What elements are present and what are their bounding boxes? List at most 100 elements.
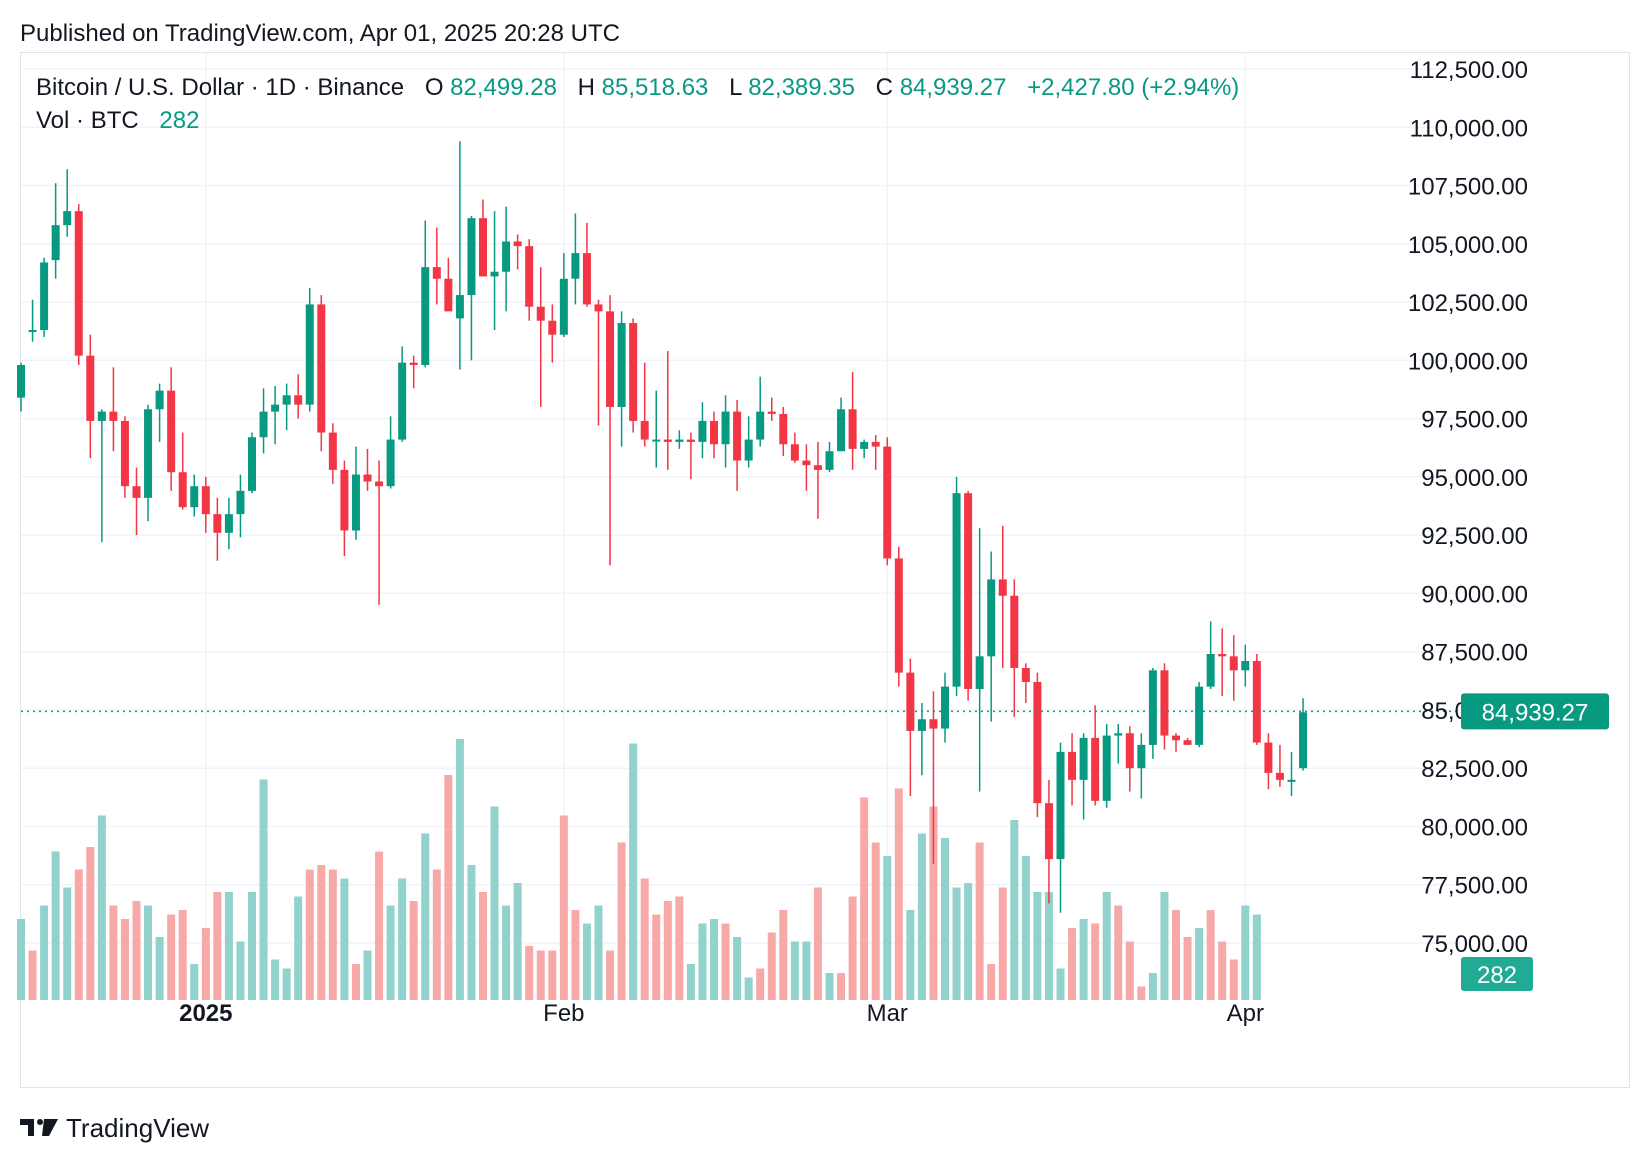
candle[interactable] [305,288,314,412]
candle[interactable] [952,476,961,696]
candle[interactable] [1056,742,1065,913]
candle[interactable] [351,446,360,540]
candle[interactable] [317,295,326,452]
candle[interactable] [929,691,938,864]
candle[interactable] [582,222,591,307]
candle[interactable] [917,702,926,776]
candle[interactable] [860,439,869,459]
candle[interactable] [282,383,291,431]
candle[interactable] [1137,733,1146,799]
candle[interactable] [51,183,60,279]
price-axis[interactable]: 112,500.00 110,000.00 107,500.00 105,000.00… [1408,57,1528,958]
candle[interactable] [1021,663,1030,703]
candle[interactable] [1068,733,1077,806]
candle[interactable] [675,430,684,449]
candle[interactable] [964,490,973,701]
candle[interactable] [1033,672,1042,818]
candle[interactable] [213,497,222,561]
candle[interactable] [663,351,672,470]
candle[interactable] [190,474,199,517]
candle[interactable] [144,404,153,522]
candle[interactable] [1172,733,1180,752]
candle[interactable] [155,383,164,442]
candle[interactable] [825,441,834,473]
candle[interactable] [883,437,892,566]
candle[interactable] [1010,579,1019,717]
candle[interactable] [178,432,187,510]
candle[interactable] [248,432,256,494]
candle[interactable] [455,141,464,370]
candle[interactable] [606,295,615,566]
candle[interactable] [941,672,949,743]
candle[interactable] [40,257,49,338]
candle[interactable] [1102,723,1111,808]
candle[interactable] [871,434,880,470]
candle[interactable] [97,409,106,543]
candle[interactable] [767,397,776,421]
candle[interactable] [375,460,384,606]
candle[interactable] [409,355,418,389]
candle[interactable] [444,257,453,312]
candle[interactable] [1114,723,1123,764]
candle[interactable] [1218,628,1227,696]
candle[interactable] [86,334,95,459]
candle[interactable] [987,551,996,722]
candle[interactable] [559,253,568,338]
candle[interactable] [167,367,176,491]
candle[interactable] [813,441,822,519]
candle[interactable] [617,311,626,447]
candle[interactable] [744,416,753,468]
candle[interactable] [1195,681,1204,748]
candle[interactable] [848,371,857,470]
candle[interactable] [398,346,407,442]
candle[interactable] [756,376,765,447]
candle[interactable] [721,395,730,468]
candle[interactable] [790,432,799,463]
candle[interactable] [259,388,268,454]
candle[interactable] [28,299,37,342]
candle[interactable] [340,460,349,557]
candle[interactable] [536,267,545,407]
candle[interactable] [502,206,511,312]
candle[interactable] [710,411,718,459]
candle[interactable] [421,220,430,368]
candle[interactable] [1125,726,1134,792]
candle[interactable] [432,227,441,305]
candle[interactable] [652,390,661,468]
candle[interactable] [120,416,129,498]
candle[interactable] [1183,737,1192,745]
candle[interactable] [802,444,811,491]
candle[interactable] [686,432,695,480]
candle[interactable] [201,476,210,533]
candle[interactable] [467,215,476,361]
candle[interactable] [1079,733,1088,820]
time-axis[interactable]: 2025 Feb Mar Apr [179,1000,1264,1027]
candle[interactable] [271,385,280,445]
candle[interactable] [74,204,83,365]
candle[interactable] [594,299,603,426]
candle[interactable] [733,399,742,491]
candle[interactable] [386,416,395,489]
candle[interactable] [63,169,72,237]
candle[interactable] [479,199,487,277]
candle[interactable] [236,474,245,538]
candle[interactable] [629,318,638,433]
candle[interactable] [490,211,499,331]
tradingview-logo[interactable]: TradingView [20,1113,209,1143]
candle[interactable] [1091,705,1100,806]
candle[interactable] [1264,733,1273,790]
candle[interactable] [1252,653,1261,745]
candle[interactable] [698,402,707,459]
candle[interactable] [294,374,303,419]
candle[interactable] [1044,779,1053,904]
candle[interactable] [363,448,372,491]
candle[interactable] [571,213,580,305]
candle[interactable] [328,423,337,484]
candle[interactable] [1299,698,1308,771]
candle[interactable] [513,234,522,270]
candle[interactable] [1160,663,1169,750]
candle[interactable] [1206,621,1215,689]
candle[interactable] [109,367,118,452]
candle[interactable] [906,658,915,797]
